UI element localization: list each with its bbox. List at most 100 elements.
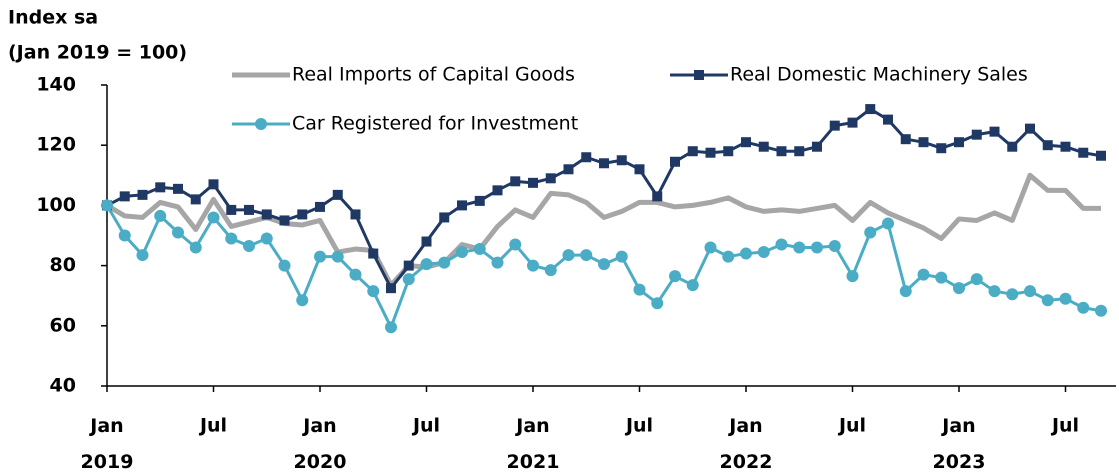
marker [954, 137, 964, 148]
marker [704, 241, 717, 254]
marker [686, 279, 699, 292]
marker [811, 241, 823, 254]
marker [367, 285, 380, 298]
marker [723, 146, 734, 157]
x-tick-label: Jan 2019 [81, 415, 134, 473]
marker [137, 189, 148, 200]
marker [368, 248, 379, 259]
marker [563, 164, 574, 175]
marker [865, 104, 876, 115]
x-tick-label: Jul [837, 415, 866, 437]
marker [314, 250, 326, 263]
marker [386, 283, 396, 294]
marker [900, 134, 911, 145]
marker [1042, 140, 1053, 151]
marker [491, 256, 504, 269]
marker [510, 176, 521, 187]
y-axis-label: Index sa [8, 7, 98, 29]
y-tick-label: 140 [36, 74, 76, 96]
marker [226, 204, 237, 215]
marker [420, 258, 433, 271]
marker [385, 321, 397, 334]
marker [864, 226, 877, 239]
marker [527, 259, 539, 272]
marker [243, 240, 255, 253]
marker [741, 137, 751, 148]
marker [953, 282, 965, 295]
marker [935, 271, 948, 284]
marker [155, 182, 166, 193]
marker [207, 211, 220, 224]
marker [794, 146, 805, 157]
marker [1096, 150, 1106, 161]
marker [172, 226, 184, 239]
marker [883, 114, 893, 125]
x-tick-label: Jul [624, 415, 653, 437]
marker [687, 146, 698, 157]
marker [189, 241, 202, 254]
marker [971, 129, 982, 140]
marker [528, 177, 538, 188]
marker [315, 201, 325, 212]
y-tick-label: 60 [50, 314, 76, 336]
marker [545, 173, 556, 184]
marker [970, 273, 983, 286]
marker [634, 164, 645, 175]
marker [279, 215, 290, 226]
series-line [105, 172, 1101, 288]
marker [1059, 292, 1072, 305]
marker [456, 246, 468, 259]
y-tick-label: 120 [36, 134, 76, 156]
marker [225, 232, 238, 245]
marker [918, 137, 929, 148]
marker [580, 249, 593, 262]
marker [652, 191, 663, 202]
marker [599, 158, 609, 169]
marker [278, 259, 291, 272]
marker [847, 117, 858, 128]
y-tick-label: 80 [50, 254, 76, 276]
marker [1025, 123, 1035, 134]
marker [581, 152, 592, 163]
legend-item: Real Imports of Capital Goods [232, 64, 575, 86]
marker [1024, 285, 1036, 298]
marker [421, 236, 432, 247]
marker [757, 246, 770, 259]
y-tick-label: 40 [50, 375, 76, 397]
marker [722, 250, 735, 263]
marker [474, 195, 485, 206]
marker [457, 200, 467, 211]
y-tick-label: 100 [36, 194, 76, 216]
marker [101, 199, 113, 212]
marker [349, 268, 362, 281]
marker [1060, 141, 1071, 152]
x-tick-label: Jan 2023 [933, 415, 986, 473]
marker [988, 285, 1001, 298]
marker [509, 238, 522, 251]
marker [492, 185, 503, 196]
marker [615, 250, 628, 263]
marker [793, 241, 806, 254]
marker [332, 189, 343, 200]
x-tick-label: Jul [411, 415, 440, 437]
marker [669, 270, 681, 283]
marker [1078, 147, 1089, 158]
marker [989, 126, 1000, 137]
marker [812, 141, 822, 152]
legend-marker [255, 118, 267, 130]
x-tick-label: Jan 2021 [507, 415, 560, 473]
marker [244, 204, 254, 215]
marker [917, 268, 930, 281]
legend-label: Real Imports of Capital Goods [292, 64, 575, 86]
legend-item: Real Domestic Machinery Sales [670, 64, 1028, 86]
marker [633, 283, 646, 296]
marker [616, 155, 627, 166]
marker [438, 256, 451, 269]
marker [190, 194, 201, 205]
marker [651, 297, 664, 310]
x-tick-label: Jul [1050, 415, 1079, 437]
marker [119, 191, 130, 202]
legend-marker [694, 70, 704, 80]
